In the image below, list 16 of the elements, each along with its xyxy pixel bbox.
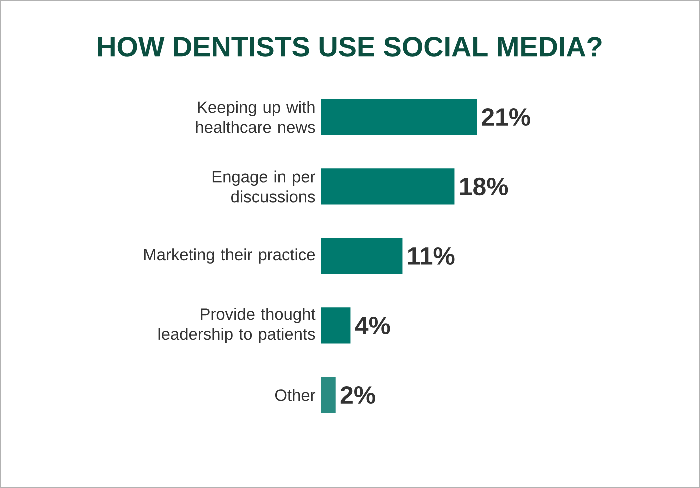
data-label: 21% <box>482 108 530 126</box>
data-label: 2% <box>340 386 376 404</box>
bar <box>321 99 478 136</box>
y-tick-label: Engage in per discussions <box>212 170 316 203</box>
bar <box>321 308 351 344</box>
bar <box>321 238 403 274</box>
y-tick-label: Marketing their practice <box>144 248 316 264</box>
bar <box>321 168 455 205</box>
data-label: 11% <box>408 247 455 265</box>
bar <box>321 377 336 414</box>
chart-title: HOW DENTISTS USE SOCIAL MEDIA? <box>98 37 602 57</box>
y-tick-label: Provide thought leadership to patients <box>158 308 316 344</box>
data-label: 4% <box>355 316 390 334</box>
y-tick-label: Keeping up with healthcare news <box>196 101 316 134</box>
data-label: 18% <box>460 178 508 196</box>
y-tick-label: Other <box>275 389 316 402</box>
